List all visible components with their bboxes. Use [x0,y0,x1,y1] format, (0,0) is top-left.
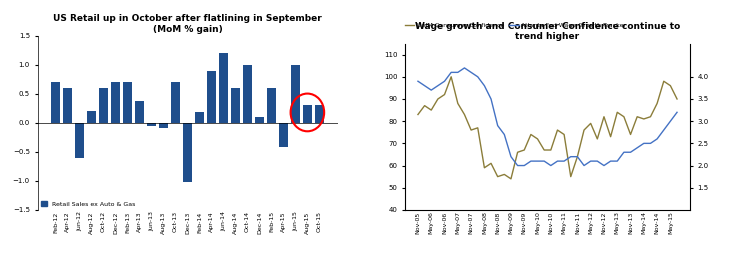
Bar [267,88,276,123]
Bar [111,82,120,123]
Bar [63,88,72,123]
Bar [315,105,324,123]
Bar [51,82,60,123]
Bar [255,117,264,123]
Bar [219,53,228,123]
Bar [279,123,288,147]
Bar [243,65,252,123]
Bar [195,112,204,123]
Bar [183,123,192,182]
Bar [207,71,216,123]
Legend: UofM Consumer Confidence, Atlanta Fed Wage Growth Tracker: UofM Consumer Confidence, Atlanta Fed Wa… [403,20,628,30]
Bar [123,82,132,123]
Bar [291,65,300,123]
Bar [231,88,240,123]
Bar [171,82,180,123]
Bar [87,111,96,123]
Title: US Retail up in October after flatlining in September
(MoM % gain): US Retail up in October after flatlining… [53,14,322,34]
Bar [147,123,156,126]
Title: Wage growth and Consumer Confidence continue to
trend higher: Wage growth and Consumer Confidence cont… [415,22,680,41]
Bar [135,101,144,123]
Bar [303,105,312,123]
Bar [159,123,168,127]
Legend: Retail Sales ex Auto & Gas: Retail Sales ex Auto & Gas [40,201,135,207]
Bar [75,123,84,158]
Bar [99,88,108,123]
